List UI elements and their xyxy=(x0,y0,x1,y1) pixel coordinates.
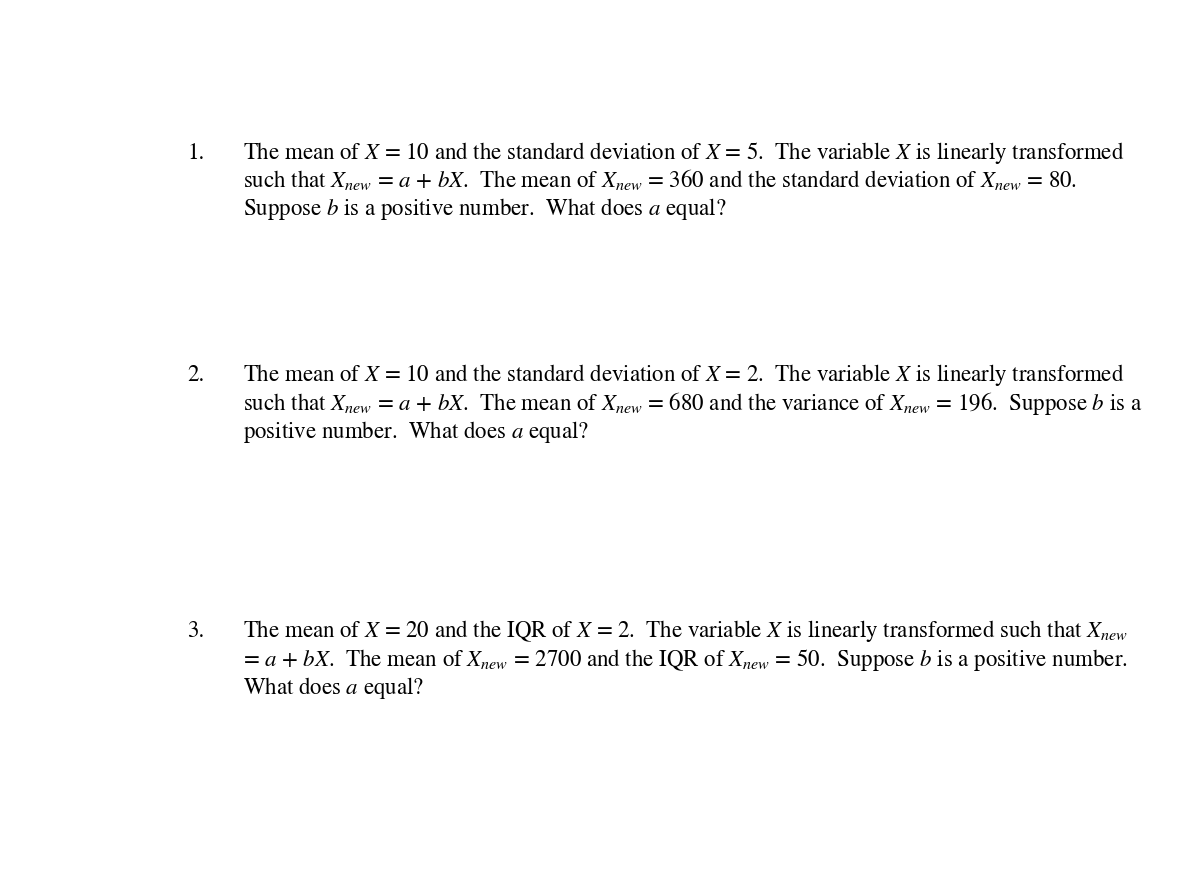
Text: positive number.  What does $a$ equal?: positive number. What does $a$ equal? xyxy=(242,419,589,444)
Text: The mean of $X$ = 10 and the standard deviation of $X$ = 5.  The variable $X$ is: The mean of $X$ = 10 and the standard de… xyxy=(242,140,1124,166)
Text: such that $X_{new}$ = $a$ + $bX$.  The mean of $X_{new}$ = 360 and the standard : such that $X_{new}$ = $a$ + $bX$. The me… xyxy=(242,167,1078,192)
Text: 3.: 3. xyxy=(187,621,204,642)
Text: such that $X_{new}$ = $a$ + $bX$.  The mean of $X_{new}$ = 680 and the variance : such that $X_{new}$ = $a$ + $bX$. The me… xyxy=(242,389,1142,416)
Text: What does $a$ equal?: What does $a$ equal? xyxy=(242,675,424,701)
Text: 1.: 1. xyxy=(187,143,204,164)
Text: The mean of $X$ = 20 and the IQR of $X$ = 2.  The variable $X$ is linearly trans: The mean of $X$ = 20 and the IQR of $X$ … xyxy=(242,619,1128,644)
Text: Suppose $b$ is a positive number.  What does $a$ equal?: Suppose $b$ is a positive number. What d… xyxy=(242,197,726,222)
Text: The mean of $X$ = 10 and the standard deviation of $X$ = 2.  The variable $X$ is: The mean of $X$ = 10 and the standard de… xyxy=(242,362,1124,388)
Text: 2.: 2. xyxy=(187,365,204,386)
Text: = $a$ + $bX$.  The mean of $X_{new}$ = 2700 and the IQR of $X_{new}$ = 50.  Supp: = $a$ + $bX$. The mean of $X_{new}$ = 27… xyxy=(242,647,1128,673)
